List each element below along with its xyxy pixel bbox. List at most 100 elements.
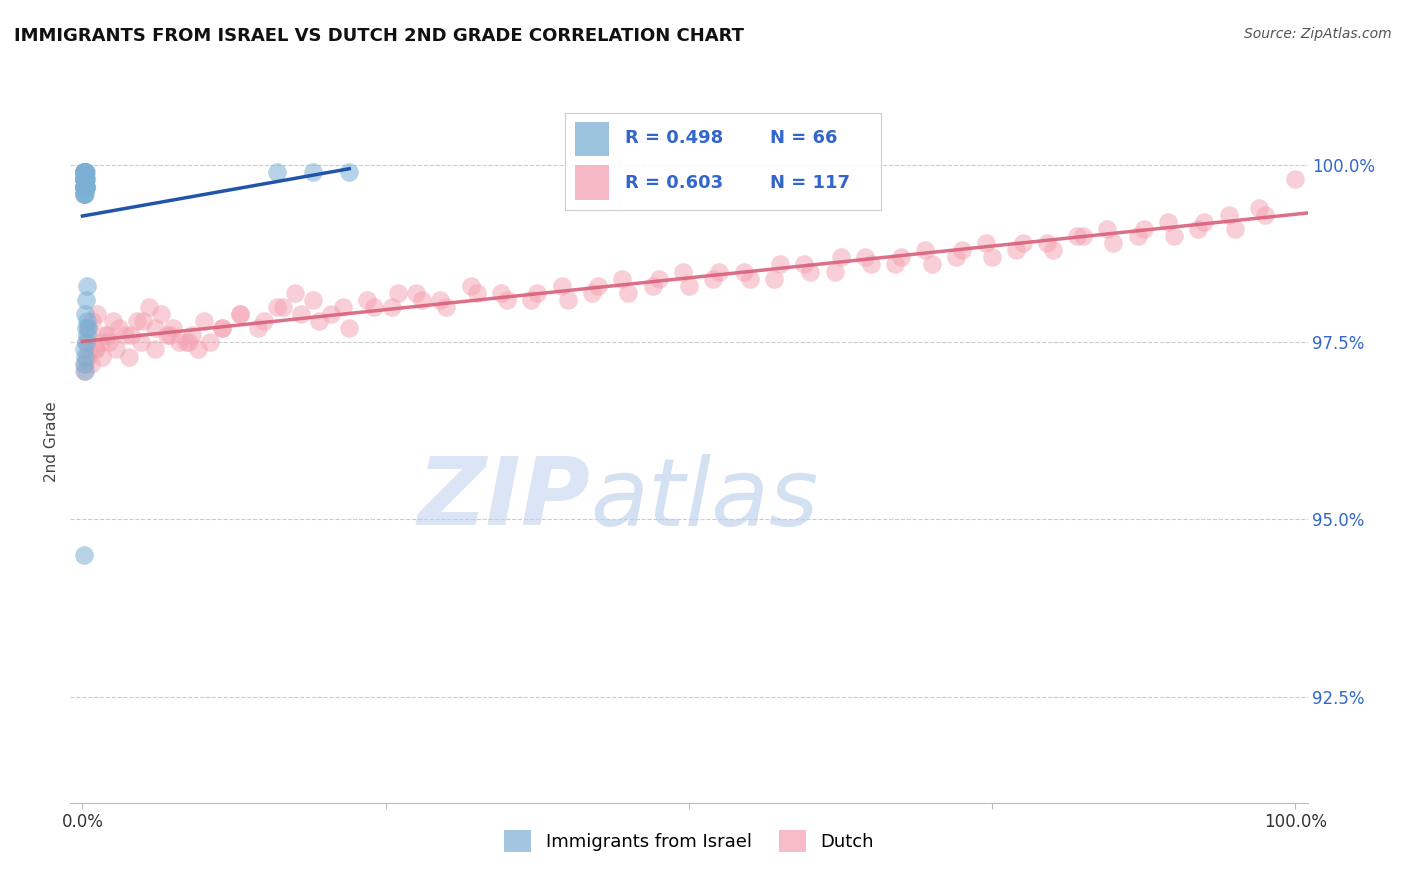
Point <box>72 172 94 186</box>
Point <box>266 165 288 179</box>
Point <box>73 165 96 179</box>
Point <box>75 172 97 186</box>
Point <box>586 278 609 293</box>
Point <box>557 293 579 307</box>
Point <box>86 307 108 321</box>
Point <box>678 278 700 293</box>
Point <box>73 165 96 179</box>
Point <box>72 179 94 194</box>
Point <box>284 285 307 300</box>
Point <box>83 343 105 357</box>
Point <box>73 172 96 186</box>
Point <box>117 350 139 364</box>
Point <box>72 165 94 179</box>
Point <box>75 179 97 194</box>
Point <box>179 335 201 350</box>
Point <box>72 165 94 179</box>
Point <box>1194 215 1216 229</box>
Point <box>77 343 100 357</box>
Point <box>73 364 96 378</box>
Point <box>1097 222 1119 236</box>
Point <box>72 165 94 179</box>
Point <box>73 165 96 179</box>
Point <box>211 321 233 335</box>
Point <box>612 271 634 285</box>
Point <box>159 328 181 343</box>
Y-axis label: 2nd Grade: 2nd Grade <box>44 401 59 482</box>
Point <box>465 285 488 300</box>
Point <box>271 300 294 314</box>
Legend: Immigrants from Israel, Dutch: Immigrants from Israel, Dutch <box>496 822 882 859</box>
Point <box>75 165 97 179</box>
Point <box>411 293 433 307</box>
Point <box>1247 201 1270 215</box>
Point <box>793 257 815 271</box>
Point <box>672 264 695 278</box>
Point <box>332 300 354 314</box>
Point <box>73 179 96 194</box>
Point <box>709 264 731 278</box>
Point <box>73 179 96 194</box>
Point <box>1133 222 1156 236</box>
Point <box>73 165 96 179</box>
Point <box>859 257 882 271</box>
Point <box>1036 236 1059 251</box>
Point <box>302 293 325 307</box>
Point <box>308 314 330 328</box>
Point <box>647 271 669 285</box>
Point <box>72 179 94 194</box>
Point <box>169 335 191 350</box>
Point <box>337 165 360 179</box>
Point <box>180 328 202 343</box>
Point <box>853 251 876 265</box>
Point <box>72 179 94 194</box>
Point <box>72 172 94 186</box>
Point <box>72 357 94 371</box>
Point <box>526 285 548 300</box>
Point <box>76 328 98 343</box>
Point <box>80 357 103 371</box>
Point <box>405 285 427 300</box>
Point <box>72 172 94 186</box>
Point <box>520 293 543 307</box>
Point <box>73 172 96 186</box>
Point <box>229 307 252 321</box>
Point <box>702 271 724 285</box>
Point <box>90 350 112 364</box>
Point <box>1187 222 1209 236</box>
Point <box>337 321 360 335</box>
Point <box>73 179 96 194</box>
Point <box>72 172 94 186</box>
Point <box>120 328 142 343</box>
Point <box>73 186 96 201</box>
Point <box>496 293 519 307</box>
Point <box>434 300 457 314</box>
Point <box>641 278 664 293</box>
Point <box>921 257 943 271</box>
Point <box>162 321 184 335</box>
Point <box>77 321 100 335</box>
Point <box>143 343 166 357</box>
Point <box>76 350 98 364</box>
Point <box>193 314 215 328</box>
Point <box>72 186 94 201</box>
Point <box>75 179 97 194</box>
Point <box>75 335 97 350</box>
Point <box>1163 229 1185 244</box>
Point <box>82 314 104 328</box>
Point <box>290 307 312 321</box>
Point <box>72 165 94 179</box>
Text: ZIP: ZIP <box>418 453 591 545</box>
Point <box>1157 215 1180 229</box>
Text: Source: ZipAtlas.com: Source: ZipAtlas.com <box>1244 27 1392 41</box>
Point <box>198 335 221 350</box>
Point <box>489 285 512 300</box>
Point <box>105 343 128 357</box>
Point <box>1218 208 1240 222</box>
Point <box>72 165 94 179</box>
Point <box>429 293 451 307</box>
Point <box>1042 244 1064 258</box>
Point <box>1223 222 1246 236</box>
Point <box>1102 236 1125 251</box>
Point <box>945 251 967 265</box>
